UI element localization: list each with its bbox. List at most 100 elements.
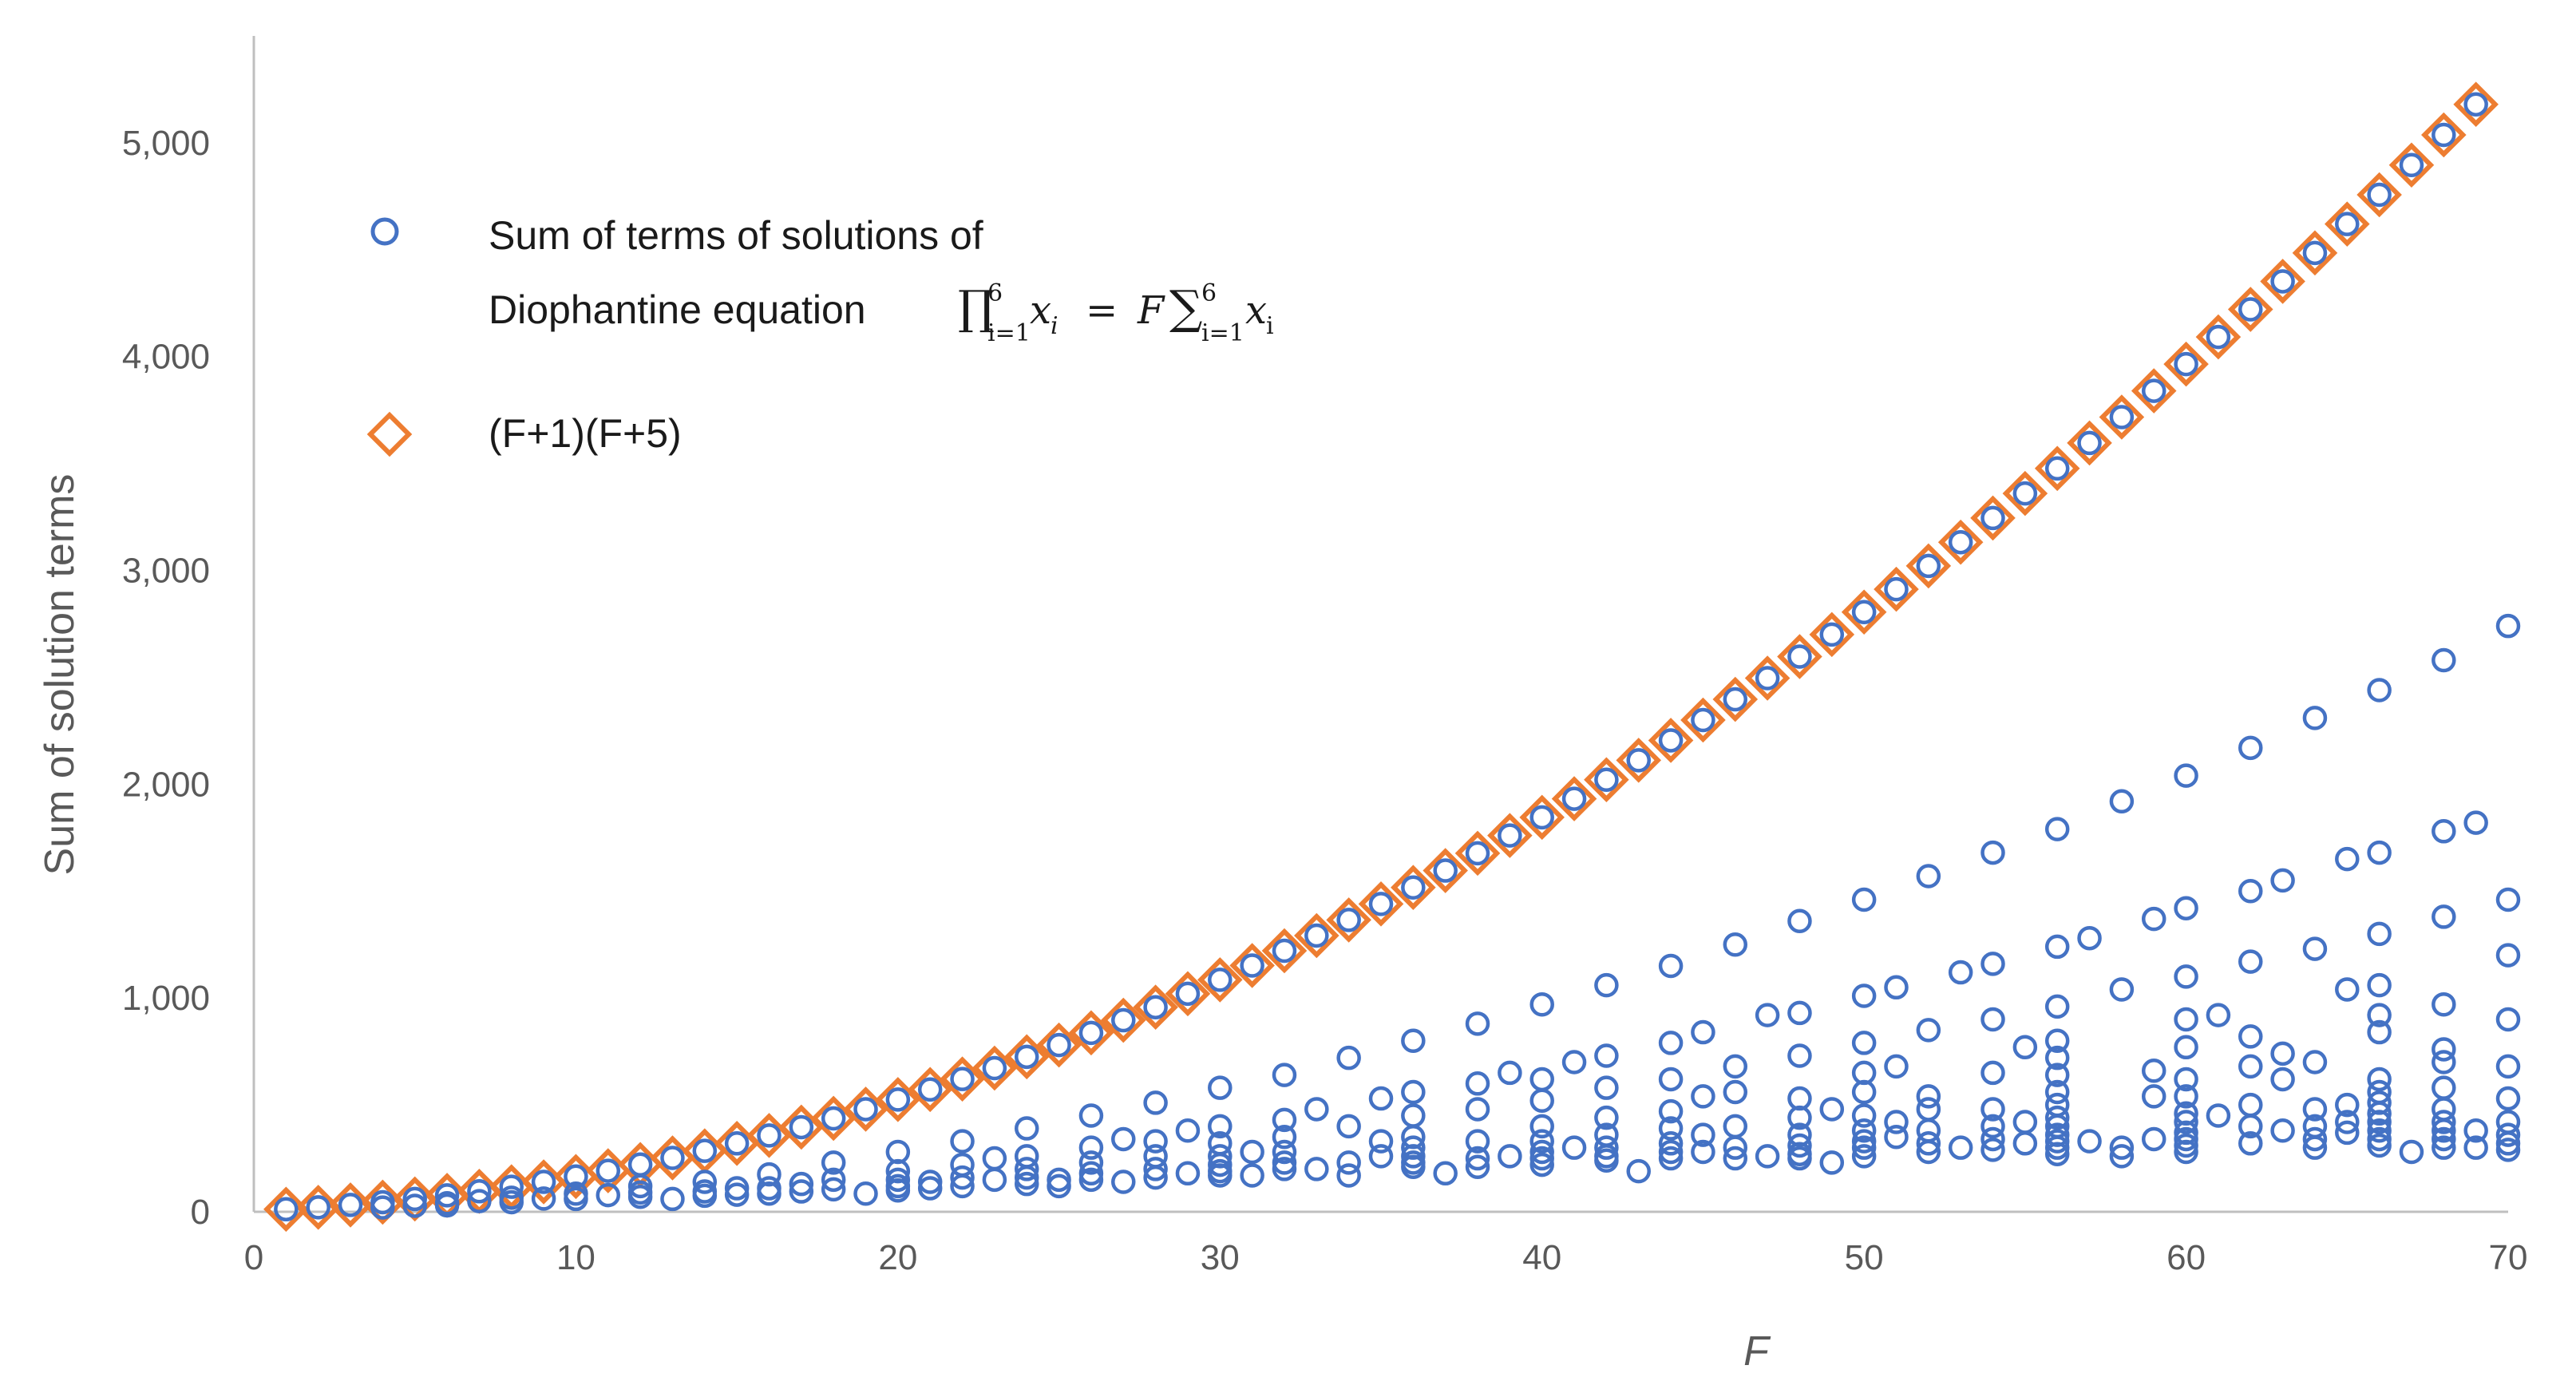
- solution-point: [724, 1131, 750, 1156]
- solution-point: [1626, 1158, 1651, 1184]
- solution-point: [1884, 1054, 1909, 1079]
- solution-point: [1401, 875, 1426, 900]
- solution-point: [1884, 1125, 1909, 1150]
- solution-point: [982, 1167, 1007, 1193]
- solution-point: [724, 1176, 750, 1201]
- formula-point: [1229, 943, 1275, 988]
- solution-point: [692, 1183, 718, 1209]
- formula-point: [1165, 971, 1211, 1017]
- solution-point: [2335, 846, 2360, 872]
- solution-point: [660, 1146, 685, 1170]
- solution-point: [2109, 1144, 2135, 1169]
- solution-point: [2495, 1138, 2521, 1162]
- solution-point: [1111, 1126, 1136, 1152]
- solution-point: [2495, 1054, 2521, 1079]
- solution-point: [1078, 1161, 1104, 1186]
- solution-point: [1175, 1161, 1201, 1186]
- formula-point: [971, 1045, 1018, 1091]
- formula-point: [1068, 1010, 1114, 1056]
- solution-point: [2367, 972, 2392, 998]
- solution-point: [1851, 1103, 1877, 1128]
- svg-text:i: i: [1051, 312, 1058, 340]
- solution-point: [885, 1087, 911, 1112]
- solution-point: [1304, 1157, 1329, 1181]
- solution-point: [2238, 1131, 2263, 1156]
- solution-point: [917, 1176, 943, 1201]
- solution-point: [2044, 1129, 2070, 1154]
- solution-point: [1240, 1163, 1264, 1188]
- solution-point: [1529, 805, 1554, 830]
- formula-point: [1680, 697, 1726, 743]
- solution-point: [2206, 324, 2231, 350]
- formula-point: [1551, 776, 1597, 821]
- solution-point: [2432, 122, 2456, 148]
- solution-point: [1658, 1139, 1684, 1165]
- solution-point: [1916, 1018, 1941, 1043]
- solution-point: [789, 1179, 814, 1204]
- solution-point: [2432, 1135, 2456, 1160]
- solution-point: [1916, 1097, 1941, 1122]
- solution-point: [2302, 1097, 2328, 1122]
- solution-point: [1529, 1146, 1554, 1171]
- svg-text:i=1: i=1: [1201, 319, 1244, 347]
- formula-point: [1519, 794, 1565, 841]
- solution-point: [2367, 1126, 2392, 1152]
- solution-point: [1401, 1028, 1426, 1053]
- series-solutions: [274, 92, 2521, 1222]
- solution-point: [2432, 991, 2456, 1017]
- legend-marker-solutions: [370, 217, 399, 246]
- solution-point: [2109, 1135, 2135, 1160]
- solution-point: [2012, 1035, 2038, 1060]
- svg-text:∑: ∑: [1169, 280, 1202, 334]
- solution-point: [1014, 1171, 1039, 1197]
- solution-point: [2044, 1045, 2070, 1071]
- solution-point: [1111, 1007, 1136, 1033]
- solution-point: [2174, 964, 2198, 989]
- solution-point: [2044, 1135, 2070, 1160]
- solution-point: [1819, 622, 1845, 647]
- solution-point: [1336, 908, 1361, 932]
- solution-point: [2367, 182, 2392, 208]
- formula-point: [1197, 957, 1243, 1003]
- formula-point: [714, 1121, 760, 1166]
- solution-point: [1723, 687, 1748, 712]
- formula-point: [875, 1077, 921, 1122]
- solution-point: [1658, 1116, 1684, 1141]
- formula-point: [1261, 928, 1308, 974]
- solution-point: [2367, 1118, 2392, 1143]
- solution-point: [2495, 1122, 2521, 1147]
- solution-point: [1111, 1169, 1136, 1194]
- formula-point: [520, 1159, 567, 1205]
- solution-point: [1916, 864, 1941, 888]
- solution-point: [2432, 1118, 2456, 1143]
- solution-point: [1658, 1098, 1684, 1124]
- solution-point: [1368, 1086, 1394, 1111]
- solution-point: [1078, 1167, 1104, 1193]
- solution-point: [2432, 1050, 2456, 1074]
- formula-point: [1744, 655, 1791, 701]
- solution-point: [2335, 1092, 2360, 1118]
- x-tick-label: 10: [556, 1238, 596, 1277]
- solution-point: [2044, 1079, 2070, 1105]
- solution-point: [917, 1077, 943, 1102]
- solution-point: [2012, 1110, 2038, 1134]
- solution-point: [2399, 152, 2424, 178]
- solution-point: [1755, 1144, 1780, 1169]
- formula-point: [810, 1095, 857, 1142]
- x-axis-title: F: [1743, 1328, 1771, 1375]
- solution-point: [1465, 1129, 1490, 1154]
- solution-point: [1755, 666, 1780, 691]
- solution-point: [2238, 1054, 2263, 1079]
- svg-text:x: x: [1030, 288, 1051, 333]
- solution-point: [692, 1169, 718, 1194]
- solution-point: [1368, 892, 1394, 916]
- solution-point: [1980, 1060, 2005, 1086]
- svg-text:F: F: [1137, 288, 1165, 333]
- solution-point: [757, 1181, 782, 1206]
- solution-point: [660, 1186, 685, 1212]
- solution-point: [1723, 1114, 1748, 1139]
- solution-point: [596, 1158, 621, 1183]
- solution-point: [2367, 1133, 2392, 1158]
- solution-point: [1143, 1090, 1168, 1115]
- solution-point: [1240, 1139, 1264, 1165]
